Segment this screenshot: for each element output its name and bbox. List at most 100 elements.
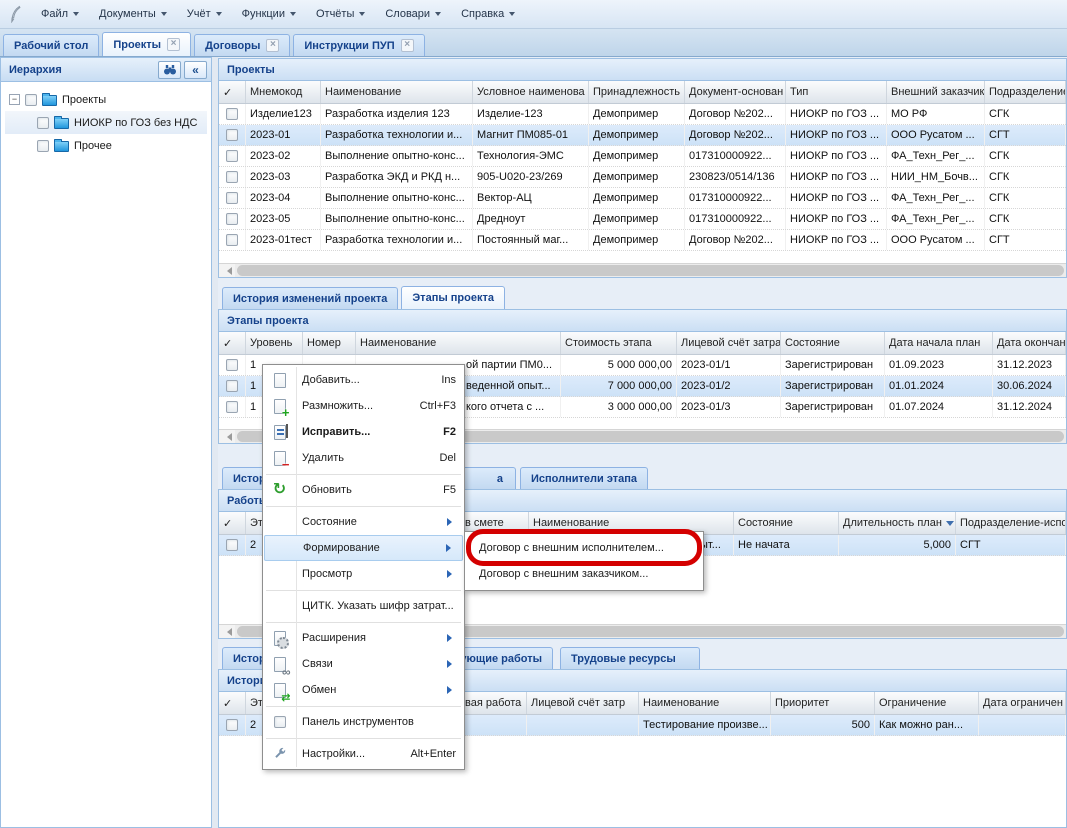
- column-header[interactable]: Дата окончани: [993, 332, 1066, 354]
- table-row[interactable]: Изделие123 Разработка изделия 123 Издели…: [219, 104, 1066, 125]
- menu-bar-item[interactable]: Справка: [452, 3, 524, 25]
- column-header[interactable]: Мнемокод: [246, 81, 321, 103]
- scroll-left-icon[interactable]: [219, 430, 235, 443]
- menu-item-preview[interactable]: Просмотр: [263, 561, 464, 587]
- tab-close-icon[interactable]: [167, 38, 181, 51]
- scrollbar-thumb[interactable]: [237, 265, 1064, 276]
- column-header[interactable]: Документ-основан: [685, 81, 786, 103]
- collapse-node-icon[interactable]: [9, 94, 20, 105]
- column-header[interactable]: Лицевой счёт затрат.: [677, 332, 781, 354]
- column-header[interactable]: ✓: [219, 332, 246, 354]
- search-button[interactable]: [158, 60, 181, 79]
- column-header[interactable]: Условное наименова: [473, 81, 589, 103]
- row-checkbox[interactable]: [219, 355, 246, 375]
- column-header[interactable]: Наименование: [321, 81, 473, 103]
- row-checkbox[interactable]: [219, 230, 246, 250]
- column-header[interactable]: Подразделение-испо: [956, 512, 1066, 534]
- column-header[interactable]: Принадлежность: [589, 81, 685, 103]
- main-tab[interactable]: Договоры: [194, 34, 291, 56]
- tab-stage-executors[interactable]: Исполнители этапа: [520, 467, 649, 489]
- table-row[interactable]: 2023-01 Разработка технологии и... Магни…: [219, 125, 1066, 146]
- sidebar-splitter[interactable]: [212, 57, 218, 828]
- tab-project-stages[interactable]: Этапы проекта: [401, 286, 505, 309]
- column-header[interactable]: Состояние: [734, 512, 839, 534]
- table-row[interactable]: 2023-01тест Разработка технологии и... П…: [219, 230, 1066, 251]
- column-header[interactable]: Ограничение: [875, 692, 979, 714]
- menu-item-refresh[interactable]: Обновить F5: [263, 477, 464, 503]
- menu-bar-item[interactable]: Отчёты: [307, 3, 374, 25]
- menu-bar-item[interactable]: Функции: [233, 3, 305, 25]
- collapse-panel-button[interactable]: [184, 60, 207, 79]
- menu-item-citk[interactable]: ЦИТК. Указать шифр затрат...: [263, 593, 464, 619]
- checkbox[interactable]: [37, 116, 49, 129]
- row-checkbox[interactable]: [219, 715, 246, 735]
- column-header[interactable]: Номер: [303, 332, 356, 354]
- menu-item-settings[interactable]: Настройки... Alt+Enter: [263, 741, 464, 767]
- column-header[interactable]: Лицевой счёт затр: [527, 692, 639, 714]
- tab-labor-resources[interactable]: Трудовые ресурсы: [560, 647, 700, 669]
- menu-item-add[interactable]: Добавить... Ins: [263, 367, 464, 393]
- column-header[interactable]: ✓: [219, 81, 246, 103]
- table-row[interactable]: 2023-03 Разработка ЭКД и РКД н... 905-U0…: [219, 167, 1066, 188]
- row-checkbox[interactable]: [219, 209, 246, 229]
- menu-item-links[interactable]: Связи: [263, 651, 464, 679]
- column-header[interactable]: Наименование: [639, 692, 771, 714]
- menu-item-edit[interactable]: Исправить... F2: [263, 419, 464, 445]
- column-header[interactable]: Внешний заказчик: [887, 81, 985, 103]
- tab-close-icon[interactable]: [400, 39, 414, 52]
- column-header[interactable]: Тип: [786, 81, 887, 103]
- row-checkbox[interactable]: [219, 125, 246, 145]
- column-header[interactable]: Дата ограничен: [979, 692, 1066, 714]
- column-header[interactable]: Дата начала план: [885, 332, 993, 354]
- column-header[interactable]: Наименование: [529, 512, 734, 534]
- scrollbar-thumb[interactable]: [237, 431, 1064, 442]
- column-header[interactable]: Длительность план: [839, 512, 956, 534]
- column-header[interactable]: Наименование: [356, 332, 561, 354]
- column-header[interactable]: Состояние: [781, 332, 885, 354]
- row-checkbox[interactable]: [219, 104, 246, 124]
- menu-item-formation[interactable]: Формирование: [264, 535, 463, 561]
- menu-bar-item[interactable]: Документы: [90, 3, 176, 25]
- tree-item-niokr[interactable]: НИОКР по ГОЗ без НДС: [5, 111, 207, 134]
- main-tab[interactable]: Инструкции ПУП: [293, 34, 425, 56]
- menu-item-delete[interactable]: Удалить Del: [263, 445, 464, 472]
- row-checkbox[interactable]: [219, 535, 246, 555]
- tab-close-icon[interactable]: [266, 39, 280, 52]
- scrollbar-thumb[interactable]: [237, 626, 1064, 637]
- table-row[interactable]: 2023-02 Выполнение опытно-конс... Технол…: [219, 146, 1066, 167]
- checkbox[interactable]: [25, 93, 37, 106]
- menu-bar-item[interactable]: Файл: [32, 3, 88, 25]
- column-header[interactable]: Уровень: [246, 332, 303, 354]
- column-header[interactable]: в смете: [461, 512, 529, 534]
- row-checkbox[interactable]: [219, 167, 246, 187]
- row-checkbox[interactable]: [219, 376, 246, 396]
- table-row[interactable]: 2023-04 Выполнение опытно-конс... Вектор…: [219, 188, 1066, 209]
- column-header[interactable]: вая работа: [461, 692, 527, 714]
- scroll-left-icon[interactable]: [219, 625, 235, 638]
- menu-item-duplicate[interactable]: Размножить... Ctrl+F3: [263, 393, 464, 420]
- main-tab[interactable]: Проекты: [102, 32, 192, 56]
- row-checkbox[interactable]: [219, 146, 246, 166]
- menu-bar-item[interactable]: Словари: [376, 3, 450, 25]
- submenu-item-external-executor-contract[interactable]: Договор с внешним исполнителем...: [479, 542, 664, 554]
- menu-item-extensions[interactable]: Расширения: [263, 625, 464, 651]
- column-header[interactable]: ✓: [219, 692, 246, 714]
- menu-item-exchange[interactable]: Обмен: [263, 677, 464, 704]
- row-checkbox[interactable]: [219, 397, 246, 417]
- horizontal-scrollbar[interactable]: [219, 263, 1066, 277]
- tab-project-history[interactable]: История изменений проекта: [222, 287, 399, 309]
- table-row[interactable]: 2023-05 Выполнение опытно-конс... Дредно…: [219, 209, 1066, 230]
- menu-item-toolbar-toggle[interactable]: Панель инструментов: [263, 709, 464, 735]
- main-tab[interactable]: Рабочий стол: [3, 34, 100, 56]
- menu-item-state[interactable]: Состояние: [263, 509, 464, 535]
- tree-item-projects[interactable]: Проекты: [5, 88, 207, 111]
- tree-item-other[interactable]: Прочее: [5, 134, 207, 157]
- column-header[interactable]: Приоритет: [771, 692, 875, 714]
- checkbox[interactable]: [37, 139, 49, 152]
- sort-arrow-icon[interactable]: [946, 521, 954, 530]
- submenu-item-external-customer-contract[interactable]: Договор с внешним заказчиком...: [479, 568, 649, 580]
- column-header[interactable]: ✓: [219, 512, 246, 534]
- row-checkbox[interactable]: [219, 188, 246, 208]
- column-header[interactable]: Стоимость этапа: [561, 332, 677, 354]
- column-header[interactable]: Подразделение: [985, 81, 1066, 103]
